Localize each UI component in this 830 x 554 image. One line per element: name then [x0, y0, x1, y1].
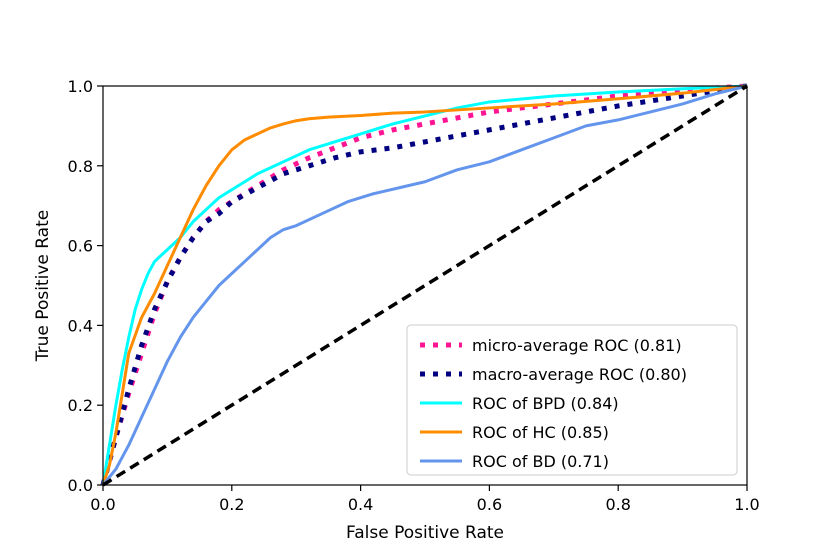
plot-lines	[100, 83, 748, 487]
series-line-5	[102, 84, 748, 487]
legend-box	[406, 324, 738, 476]
series-line-4	[101, 84, 748, 486]
x-tick-label: 0.4	[348, 495, 373, 514]
x-axis-ticks: 0.0 0.2 0.4 0.6 0.8 1.0	[90, 485, 760, 514]
series-line-1	[100, 83, 748, 486]
x-tick-label: 1.0	[734, 495, 759, 514]
y-tick-label: 0.2	[68, 396, 93, 415]
y-tick-label: 0.6	[68, 237, 93, 256]
x-tick-label: 0.8	[605, 495, 630, 514]
y-tick-label: 0.8	[68, 157, 93, 176]
x-tick-label: 0.6	[477, 495, 502, 514]
x-tick-label: 0.2	[219, 495, 244, 514]
legend-label: macro-average ROC (0.80)	[472, 365, 687, 384]
x-tick-label: 0.0	[90, 495, 115, 514]
y-axis-label: True Positive Rate	[33, 210, 53, 362]
x-axis-label: False Positive Rate	[346, 523, 504, 543]
y-tick-label: 1.0	[68, 77, 93, 96]
series-line-3	[101, 84, 748, 486]
legend-label: ROC of HC (0.85)	[472, 423, 609, 442]
legend-label: ROC of BPD (0.84)	[472, 394, 619, 413]
plot-frame	[102, 85, 748, 486]
legend: micro-average ROC (0.81) macro-average RO…	[406, 324, 738, 476]
y-tick-label: 0.0	[68, 476, 93, 495]
y-tick-label: 0.4	[68, 316, 93, 335]
series-line-2	[101, 84, 748, 486]
y-axis-ticks: 0.0 0.2 0.4 0.6 0.8 1.0	[68, 77, 103, 495]
legend-label: ROC of BD (0.71)	[472, 452, 609, 471]
legend-label: micro-average ROC (0.81)	[472, 336, 682, 355]
